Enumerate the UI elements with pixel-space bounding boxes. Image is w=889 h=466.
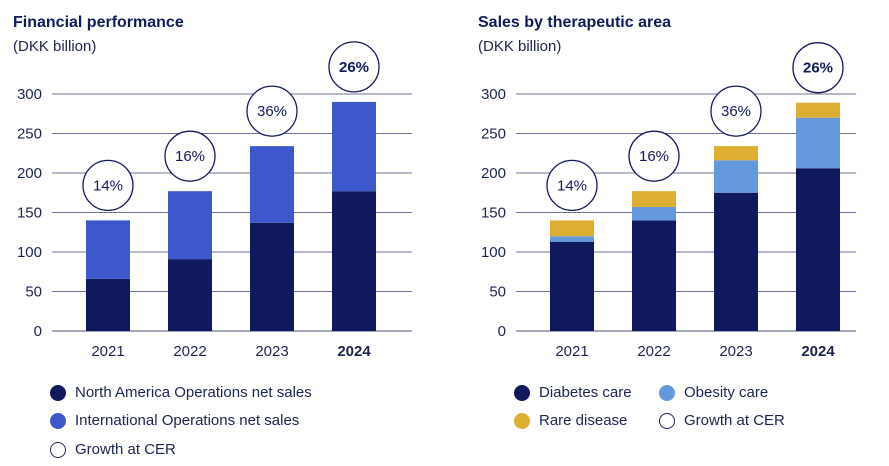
bar-segment [250,222,294,331]
growth-circle [710,85,762,137]
legend-label: Obesity care [684,384,769,401]
legend-swatch [659,412,675,429]
bar-segment [714,192,758,331]
y-tick-label: 200 [481,165,506,182]
chart-title: Financial performance [13,14,184,31]
financial-performance-chart: 0 50 100 150 200 250 300 2021 14% 2022 16% 2023 36% 2… [17,41,412,360]
legend-label: North America Operations net sales [75,384,312,401]
y-tick-label: 0 [498,323,506,340]
y-tick-label: 300 [17,86,42,103]
legend-swatch [514,384,530,401]
y-tick-label: 50 [25,284,42,301]
y-tick-label: 300 [481,86,506,103]
growth-label: 14% [557,177,587,194]
legend-swatch [514,412,530,429]
bar-segment [632,191,676,207]
bar-segment [632,206,676,221]
bar-segment [550,220,594,237]
legend-swatch [50,384,66,401]
bar-segment [332,101,376,192]
legend-swatch [50,441,66,458]
legend-label: Growth at CER [75,441,176,458]
y-tick-label: 150 [481,205,506,222]
bar-segment [714,160,758,193]
legend-item-growth: Growth at CER [659,412,785,429]
bar-segment [714,146,758,161]
chart-title: Sales by therapeutic area [478,14,671,31]
bar-segment [168,259,212,331]
y-tick-label: 100 [17,244,42,261]
growth-circle [246,85,298,137]
legend-swatch [659,384,675,401]
y-tick-label: 150 [17,205,42,222]
growth-circle [792,42,844,94]
legend-item-growth: Growth at CER [50,441,176,458]
x-tick-label: 2022 [637,343,670,360]
bar-segment [550,241,594,331]
x-tick-label: 2021 [91,343,124,360]
x-tick-label: 2023 [255,343,288,360]
bar-segment [796,117,840,169]
growth-label: 36% [257,103,287,120]
growth-label: 16% [639,148,669,165]
bar-segment [550,236,594,242]
therapeutic-area-panel: Sales by therapeutic area (DKK billion) … [444,0,888,466]
legend-item-north-america: North America Operations net sales [50,384,312,401]
growth-label: 14% [93,177,123,194]
growth-label: 36% [721,103,751,120]
chart-subtitle: (DKK billion) [478,38,562,55]
bar-segment [86,278,130,331]
growth-label: 26% [803,60,833,77]
x-tick-label: 2022 [173,343,206,360]
bar-segment [250,146,294,223]
y-tick-label: 200 [17,165,42,182]
growth-label: 16% [175,148,205,165]
legend-label: Rare disease [539,412,628,429]
legend-swatch [50,412,66,429]
x-tick-label: 2023 [719,343,752,360]
legend-label: International Operations net sales [75,412,300,429]
legend-label: Diabetes care [539,384,632,401]
bar-segment [796,102,840,118]
legend-item-obesity: Obesity care [659,384,768,401]
legend-item-diabetes: Diabetes care [514,384,632,401]
x-tick-label: 2021 [555,343,588,360]
growth-circle [546,159,598,212]
legend-item-international: International Operations net sales [50,412,299,429]
bar-segment [332,191,376,331]
bar-segment [632,220,676,331]
bar-segment [86,220,130,279]
y-tick-label: 100 [481,244,506,261]
y-tick-label: 50 [489,284,506,301]
therapeutic-area-chart: 0 50 100 150 200 250 300 2021 14% 2022 16% 2023 36% 2… [481,42,856,360]
y-tick-label: 250 [17,126,42,143]
growth-circle [328,41,380,93]
y-tick-label: 250 [481,126,506,143]
legend-item-rare-disease: Rare disease [514,412,627,429]
growth-circle [164,130,216,182]
x-tick-label: 2024 [801,343,835,360]
growth-circle [628,130,680,182]
growth-label: 26% [339,59,369,76]
chart-subtitle: (DKK billion) [13,38,97,55]
bar-segment [168,191,212,260]
financial-performance-panel: Financial performance (DKK billion) 0 50 1… [0,0,444,466]
bar-segment [796,168,840,331]
legend-label: Growth at CER [684,412,785,429]
growth-circle [82,159,134,212]
y-tick-label: 0 [34,323,42,340]
x-tick-label: 2024 [337,343,371,360]
